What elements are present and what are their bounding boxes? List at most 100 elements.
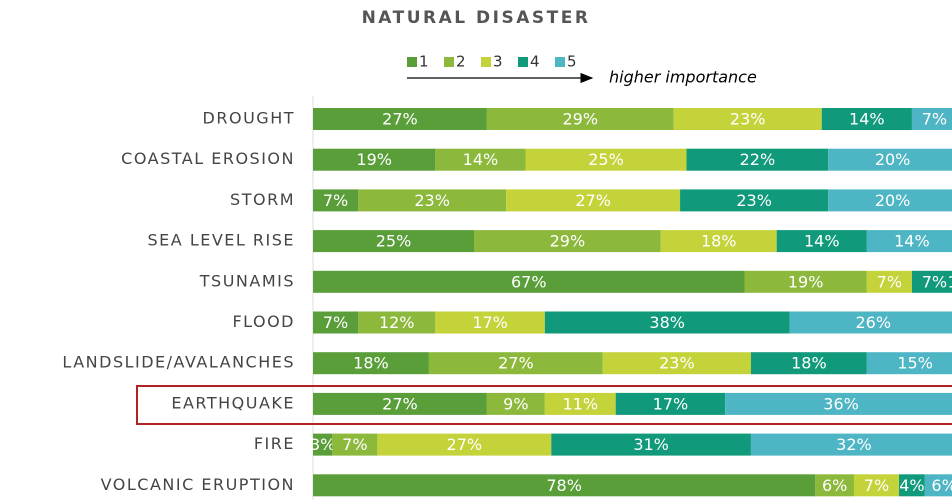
bar-segment <box>866 352 952 375</box>
bar-segment <box>313 108 487 130</box>
bar-segment <box>313 311 359 334</box>
value-label: 7% <box>323 313 348 332</box>
value-label: 38% <box>649 313 685 332</box>
value-label: 26% <box>855 313 891 332</box>
legend-label: 4 <box>530 53 540 71</box>
category-label: STORM <box>230 190 295 209</box>
value-label: 7% <box>342 435 367 454</box>
value-label: 3% <box>310 435 335 454</box>
value-label: 14% <box>463 150 499 169</box>
value-label: 32% <box>836 435 872 454</box>
bar-segment <box>828 189 952 212</box>
value-label: 9% <box>503 394 528 413</box>
value-label: 4% <box>899 476 924 495</box>
legend-swatch <box>444 57 454 67</box>
bar-segment <box>486 108 674 130</box>
legend-label: 3 <box>493 53 503 71</box>
highlight-box <box>136 385 952 425</box>
bar-segment <box>544 311 790 334</box>
category-label: FLOOD <box>232 312 295 331</box>
value-label: 29% <box>550 232 586 251</box>
value-label: 14% <box>804 232 840 251</box>
bar-segment <box>525 148 687 171</box>
bar-segment <box>911 270 952 293</box>
bar-segment <box>680 189 829 212</box>
legend-swatch <box>407 57 417 67</box>
value-label: 20% <box>875 191 911 210</box>
value-label: 7% <box>877 272 902 291</box>
bar-segment <box>789 311 952 334</box>
bar-segment <box>815 474 854 497</box>
bar-segment <box>750 433 952 456</box>
category-label: EARTHQUAKE <box>171 393 295 412</box>
bar-segment <box>911 108 952 130</box>
bar-segment <box>428 352 603 375</box>
bar-segment <box>313 352 429 375</box>
value-label: 23% <box>736 191 772 210</box>
bar-segment <box>435 311 545 334</box>
bar-segment <box>725 392 952 415</box>
value-label: 78% <box>546 476 582 495</box>
category-label: FIRE <box>254 434 295 453</box>
value-label: 36% <box>823 394 859 413</box>
category-label: SEA LEVEL RISE <box>148 231 295 250</box>
category-label: TSUNAMIS <box>199 271 295 290</box>
bar-segment <box>313 230 474 253</box>
value-label: 25% <box>376 232 412 251</box>
value-label: 27% <box>447 435 483 454</box>
value-label: 17% <box>472 313 508 332</box>
value-label: 18% <box>791 354 827 373</box>
bar-segment <box>313 270 745 293</box>
bar-segment <box>313 392 487 415</box>
value-label: 6% <box>931 476 952 495</box>
bar-segment <box>486 392 545 415</box>
value-label: 14% <box>849 110 885 129</box>
bar-segment <box>544 392 616 415</box>
annotation: higher importance <box>609 68 757 87</box>
legend-label: 2 <box>456 53 466 71</box>
value-label: 15% <box>897 354 933 373</box>
value-label: 20% <box>875 150 911 169</box>
value-label: 19% <box>788 272 824 291</box>
value-label: 17% <box>653 394 689 413</box>
value-label: 18% <box>353 354 389 373</box>
bar-segment <box>506 189 681 212</box>
category-label: LANDSLIDE/AVALANCHES <box>62 353 295 372</box>
value-label: 18% <box>701 232 737 251</box>
value-label: 29% <box>562 110 598 129</box>
legend-swatch <box>555 57 565 67</box>
value-label: 25% <box>588 150 624 169</box>
value-label: 14% <box>894 232 930 251</box>
value-label: 11% <box>562 394 598 413</box>
legend-label: 5 <box>567 53 577 71</box>
bar-segment <box>551 433 751 456</box>
bar-segment <box>660 230 777 253</box>
value-label: 7% <box>323 191 348 210</box>
value-label: 7% <box>922 110 947 129</box>
value-label: 23% <box>414 191 450 210</box>
value-label: 6% <box>822 476 847 495</box>
value-label: 27% <box>382 110 418 129</box>
value-label: 23% <box>730 110 766 129</box>
bar-segment <box>673 108 822 130</box>
value-label: 27% <box>382 394 418 413</box>
bar-segment <box>686 148 829 171</box>
bar-segment <box>313 474 816 497</box>
chart-title: NATURAL DISASTER <box>362 8 591 28</box>
bar-segment <box>602 352 751 375</box>
bar-segment <box>435 148 526 171</box>
bar-segment <box>377 433 552 456</box>
bar-segment <box>924 474 952 497</box>
legend-label: 1 <box>419 53 429 71</box>
value-label: 12% <box>379 313 415 332</box>
value-label: 1% <box>948 272 952 291</box>
bar-segment <box>474 230 661 253</box>
bar-segment <box>750 352 867 375</box>
bar-segment <box>866 230 952 253</box>
value-label: 7% <box>864 476 889 495</box>
category-label: VOLCANIC ERUPTION <box>101 475 295 494</box>
bar-segment <box>358 189 507 212</box>
bar-segment <box>866 270 912 293</box>
bar-segment <box>828 148 952 171</box>
